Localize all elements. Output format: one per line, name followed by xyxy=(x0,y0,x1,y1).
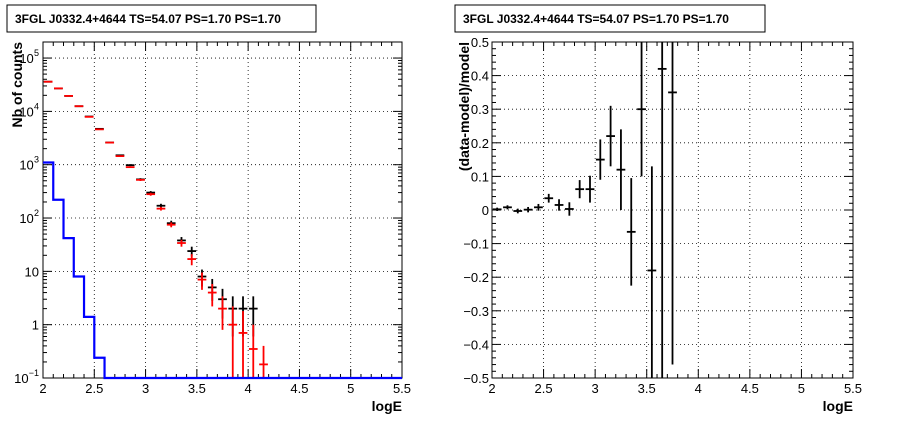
left-data-point xyxy=(125,166,135,169)
right-x-tick-label: 3.5 xyxy=(638,381,656,396)
left-y-tick-label: 1 xyxy=(32,318,39,333)
left-x-axis-title: logE xyxy=(372,398,402,414)
left-data-point xyxy=(146,192,156,196)
left-plot-title: 3FGL J0332.4+4644 TS=54.07 PS=1.70 PS=1.… xyxy=(15,12,281,26)
left-data-point xyxy=(74,105,84,108)
left-x-tick-label: 2.5 xyxy=(85,381,103,396)
left-x-tick-label: 3.5 xyxy=(188,381,206,396)
left-y-tick-label: 10 xyxy=(19,51,33,66)
left-data-point xyxy=(105,141,115,144)
right-y-tick-label: 0.4 xyxy=(471,69,489,84)
right-data-point xyxy=(606,105,615,167)
left-data-point xyxy=(115,155,125,157)
left-x-tick-label: 3 xyxy=(142,381,149,396)
right-data-point xyxy=(544,193,554,203)
right-y-tick-label: 0.3 xyxy=(471,102,489,117)
right-data-point xyxy=(595,139,605,180)
left-data-point xyxy=(228,306,238,378)
right-data-point xyxy=(626,178,636,286)
right-title-box: 3FGL J0332.4+4644 TS=54.07 PS=1.70 PS=1.… xyxy=(454,4,766,33)
right-data-point xyxy=(503,205,512,210)
right-data-point xyxy=(523,206,533,213)
left-x-tick-label: 4.5 xyxy=(290,381,308,396)
left-data-point xyxy=(187,254,197,266)
left-data-point xyxy=(248,324,258,378)
left-y-axis-title: Nb of counts xyxy=(9,42,25,128)
left-x-tick-label: 5.5 xyxy=(393,381,411,396)
right-x-tick-label: 5 xyxy=(798,381,805,396)
right-x-tick-label: 5.5 xyxy=(844,381,862,396)
right-data-point xyxy=(554,199,564,211)
residuals-plot: 2 2.5 3 3.5 4 4.5 5 5.5 −0.5 −0.4 −0.3 −0.2 −0.1 0 0.1… xyxy=(456,35,862,414)
right-data-point xyxy=(513,208,523,214)
right-data-point xyxy=(637,42,646,177)
left-data-point xyxy=(197,272,207,290)
left-data-point xyxy=(207,283,217,307)
right-x-axis-title: logE xyxy=(823,398,853,414)
right-x-tick-label: 2 xyxy=(488,381,495,396)
left-y-tick-exponent: −1 xyxy=(29,368,39,378)
right-y-tick-label: −0.4 xyxy=(463,337,489,352)
right-data-point xyxy=(564,202,574,216)
left-y-tick-exponent: 5 xyxy=(34,48,39,58)
left-data-point xyxy=(84,115,94,118)
left-y-tick-exponent: 3 xyxy=(34,155,39,165)
right-data-point xyxy=(668,42,677,365)
right-y-tick-label: −0.2 xyxy=(463,270,489,285)
counts-plot: 2 2.5 3 3.5 4 4.5 5 5.5−110110210310410510logEN… xyxy=(9,41,411,414)
left-data-point xyxy=(125,164,135,167)
right-y-tick-label: −0.5 xyxy=(463,371,489,386)
right-y-axis-title: (data-model)/model xyxy=(456,42,472,171)
left-data-point xyxy=(156,206,166,211)
right-data-point xyxy=(657,42,667,378)
left-y-tick-label: 10 xyxy=(19,104,33,119)
right-series-0 xyxy=(492,42,677,378)
left-x-tick-label: 4 xyxy=(245,381,252,396)
right-data-point xyxy=(616,129,626,210)
left-y-tick-label: 10 xyxy=(19,158,33,173)
right-data-point xyxy=(647,166,657,378)
right-y-tick-label: −0.1 xyxy=(463,237,489,252)
left-y-tick-label: 10 xyxy=(19,211,33,226)
left-x-tick-label: 5 xyxy=(347,381,354,396)
left-data-point xyxy=(218,296,227,330)
left-series-2 xyxy=(43,161,402,380)
left-data-point xyxy=(166,222,176,228)
right-y-tick-label: 0.1 xyxy=(471,169,489,184)
right-data-point xyxy=(575,180,585,199)
left-series-0 xyxy=(43,80,258,337)
right-x-tick-label: 4 xyxy=(695,381,702,396)
left-y-tick-label: 10 xyxy=(14,371,28,386)
right-plot-title: 3FGL J0332.4+4644 TS=54.07 PS=1.70 PS=1.… xyxy=(463,12,729,26)
right-y-tick-label: −0.3 xyxy=(463,304,489,319)
right-y-tick-label: 0.2 xyxy=(471,136,489,151)
right-y-tick-label: 0.5 xyxy=(471,35,489,50)
left-y-tick-exponent: 2 xyxy=(34,208,39,218)
right-data-point xyxy=(492,207,502,212)
left-data-point xyxy=(136,178,145,181)
left-data-point xyxy=(259,345,268,378)
left-data-point xyxy=(95,128,104,131)
left-series-1 xyxy=(43,80,268,378)
left-model-step-line xyxy=(43,161,402,380)
left-y-tick-exponent: 4 xyxy=(34,101,39,111)
left-y-tick-label: 10 xyxy=(25,264,39,279)
right-data-point xyxy=(585,175,595,203)
right-data-point xyxy=(534,203,543,211)
left-data-point xyxy=(238,311,248,378)
left-title-box: 3FGL J0332.4+4644 TS=54.07 PS=1.70 PS=1.… xyxy=(6,4,317,33)
right-x-tick-label: 3 xyxy=(592,381,599,396)
right-x-tick-label: 2.5 xyxy=(535,381,553,396)
right-y-tick-label: 0 xyxy=(482,203,489,218)
left-x-tick-label: 2 xyxy=(39,381,46,396)
left-data-point xyxy=(177,239,186,247)
right-x-tick-label: 4.5 xyxy=(741,381,759,396)
